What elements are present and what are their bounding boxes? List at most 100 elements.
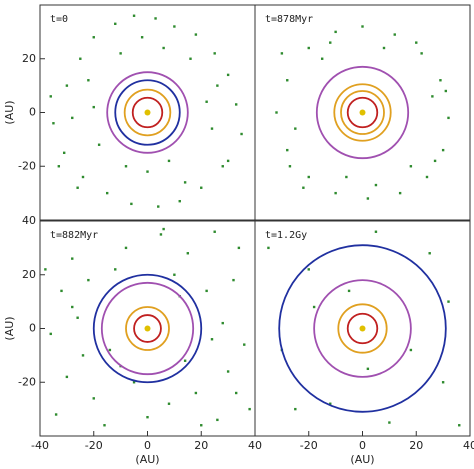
planetesimal <box>267 246 270 250</box>
planetesimal <box>226 370 230 373</box>
planetesimal <box>302 186 305 189</box>
panel-label: t=878Myr <box>265 14 313 25</box>
planetesimal <box>415 41 418 44</box>
planetesimal <box>159 233 163 236</box>
planetesimal <box>154 17 157 20</box>
planetesimal <box>71 257 74 260</box>
star <box>144 109 151 116</box>
x-tick-label: 0 <box>359 439 366 452</box>
planetesimal <box>216 84 219 87</box>
planetesimal <box>320 57 324 60</box>
planetesimal <box>393 33 396 36</box>
orbit <box>346 96 379 129</box>
planetesimal <box>194 33 198 36</box>
planetesimal <box>146 415 149 419</box>
label-bg <box>263 13 317 25</box>
planetesimal <box>237 246 241 250</box>
planetesimal <box>232 278 235 282</box>
planetesimal <box>409 348 413 352</box>
planetesimal <box>216 418 219 422</box>
planetesimal <box>79 57 82 60</box>
planetesimal <box>114 22 117 26</box>
orbit <box>123 88 172 137</box>
planetesimal <box>366 367 370 371</box>
planetesimal <box>71 116 74 120</box>
planetesimal <box>447 300 450 303</box>
planetesimal <box>178 199 181 203</box>
planetesimal <box>105 191 109 195</box>
planetesimal <box>275 111 278 114</box>
planetesimal <box>366 197 370 200</box>
planetesimal <box>280 52 284 55</box>
planetesimal <box>173 273 176 276</box>
planetesimal <box>132 14 136 17</box>
planetesimal <box>200 424 203 427</box>
planetesimal <box>183 359 187 362</box>
planetesimal <box>97 143 101 146</box>
planetesimal <box>210 127 214 130</box>
orbit <box>131 96 164 129</box>
orbit <box>313 279 412 378</box>
planetesimal <box>108 348 112 352</box>
planetesimal <box>286 148 289 152</box>
planetesimal <box>189 57 192 60</box>
planetesimal <box>374 230 378 233</box>
planetesimal <box>205 289 208 293</box>
y-tick-label: 0 <box>29 106 36 119</box>
orbit <box>133 314 162 343</box>
planetesimal <box>162 46 165 50</box>
planetesimal <box>92 36 95 39</box>
planetesimal <box>183 181 187 184</box>
planetesimal <box>173 25 176 28</box>
y-tick-label: 20 <box>22 268 36 281</box>
planetesimal <box>65 84 69 87</box>
planetesimal <box>71 305 74 309</box>
planetesimal <box>60 289 63 293</box>
y-tick-label: 20 <box>22 52 36 65</box>
x-axis-label: (AU) <box>350 453 374 466</box>
x-tick-label: 20 <box>409 439 423 452</box>
planetesimal <box>294 127 297 130</box>
orbit <box>106 71 189 154</box>
planetesimal <box>243 343 246 346</box>
orbit <box>92 273 203 384</box>
planetesimal <box>447 116 450 120</box>
planetesimal <box>205 100 208 103</box>
planetesimal <box>334 191 337 195</box>
label-bg <box>48 13 102 25</box>
planetesimal <box>248 407 251 411</box>
planetesimal <box>428 252 431 255</box>
planetesimal <box>329 41 332 44</box>
planetesimal <box>57 165 61 168</box>
planetesimal <box>146 170 149 173</box>
planetesimal <box>286 79 289 82</box>
planetesimal <box>194 391 198 395</box>
planetesimal <box>409 165 413 168</box>
x-tick-label: -20 <box>300 439 318 452</box>
planetesimal <box>441 381 445 384</box>
planetesimal <box>54 413 58 416</box>
x-tick-label: 40 <box>248 439 262 452</box>
star <box>359 109 366 116</box>
planetesimal <box>425 175 429 179</box>
planetesimal <box>124 246 128 250</box>
planetesimal <box>234 103 238 106</box>
planetesimal <box>307 46 310 50</box>
orbit <box>333 83 392 142</box>
x-tick-label: -20 <box>85 439 103 452</box>
planetesimal <box>334 30 337 34</box>
planetesimal <box>49 95 52 98</box>
planetesimal <box>312 305 316 309</box>
planetesimal <box>221 165 224 168</box>
panel-label: t=1.2Gy <box>265 230 307 241</box>
planetesimal <box>213 52 216 55</box>
planetesimal <box>307 268 310 271</box>
orbit <box>278 244 447 413</box>
label-bg <box>263 229 317 241</box>
planetesimal <box>374 183 378 187</box>
planetesimal <box>119 52 122 55</box>
x-tick-label: 20 <box>194 439 208 452</box>
planetesimal <box>444 89 448 93</box>
planetesimal <box>200 186 203 189</box>
planetesimal <box>398 191 402 195</box>
